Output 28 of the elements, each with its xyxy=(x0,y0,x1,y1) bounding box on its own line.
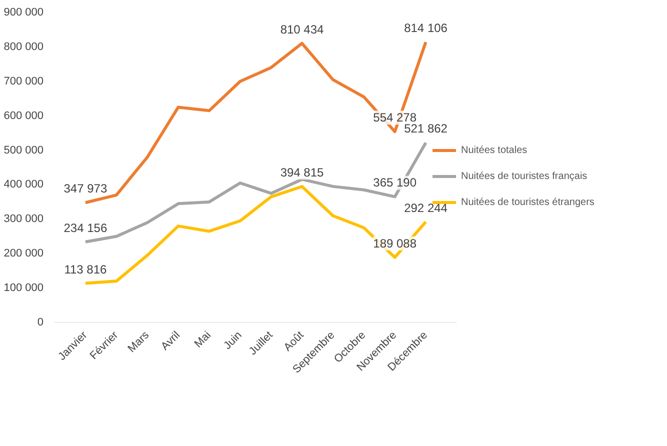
data-label: 394 815 xyxy=(280,166,324,180)
data-label: 113 816 xyxy=(64,262,108,276)
y-tick-label: 600 000 xyxy=(4,110,44,122)
data-label: 554 278 xyxy=(373,110,417,125)
x-tick-label: Juin xyxy=(222,329,244,352)
legend-label: Nuitées totales xyxy=(461,144,528,156)
y-tick-label: 800 000 xyxy=(4,40,44,53)
y-tick-label: 500 000 xyxy=(4,144,44,156)
data-label: 814 106 xyxy=(404,21,448,36)
y-tick-label: 400 000 xyxy=(4,178,44,191)
legend-label: Nuitées de touristes étrangers xyxy=(461,196,594,208)
data-label: 347 973 xyxy=(64,182,108,196)
data-label: 292 244 xyxy=(404,200,448,215)
legend-label: Nuitées de touristes français xyxy=(461,170,588,182)
data-label: 189 088 xyxy=(373,236,417,250)
line-series xyxy=(84,40,428,204)
data-label: 365 190 xyxy=(373,176,417,190)
y-tick-label: 100 000 xyxy=(4,282,44,294)
y-tick-label: 900 000 xyxy=(4,6,44,18)
y-tick-label: 200 000 xyxy=(4,248,44,260)
y-tick-label: 700 000 xyxy=(4,75,44,88)
y-tick-label: 300 000 xyxy=(4,213,44,226)
y-tick-label: 0 xyxy=(37,316,44,328)
line-series xyxy=(84,185,428,285)
x-tick-label: Mai xyxy=(192,329,214,350)
data-label: 521 862 xyxy=(404,122,448,136)
data-label: 234 156 xyxy=(64,220,108,235)
data-label: 810 434 xyxy=(280,22,324,36)
